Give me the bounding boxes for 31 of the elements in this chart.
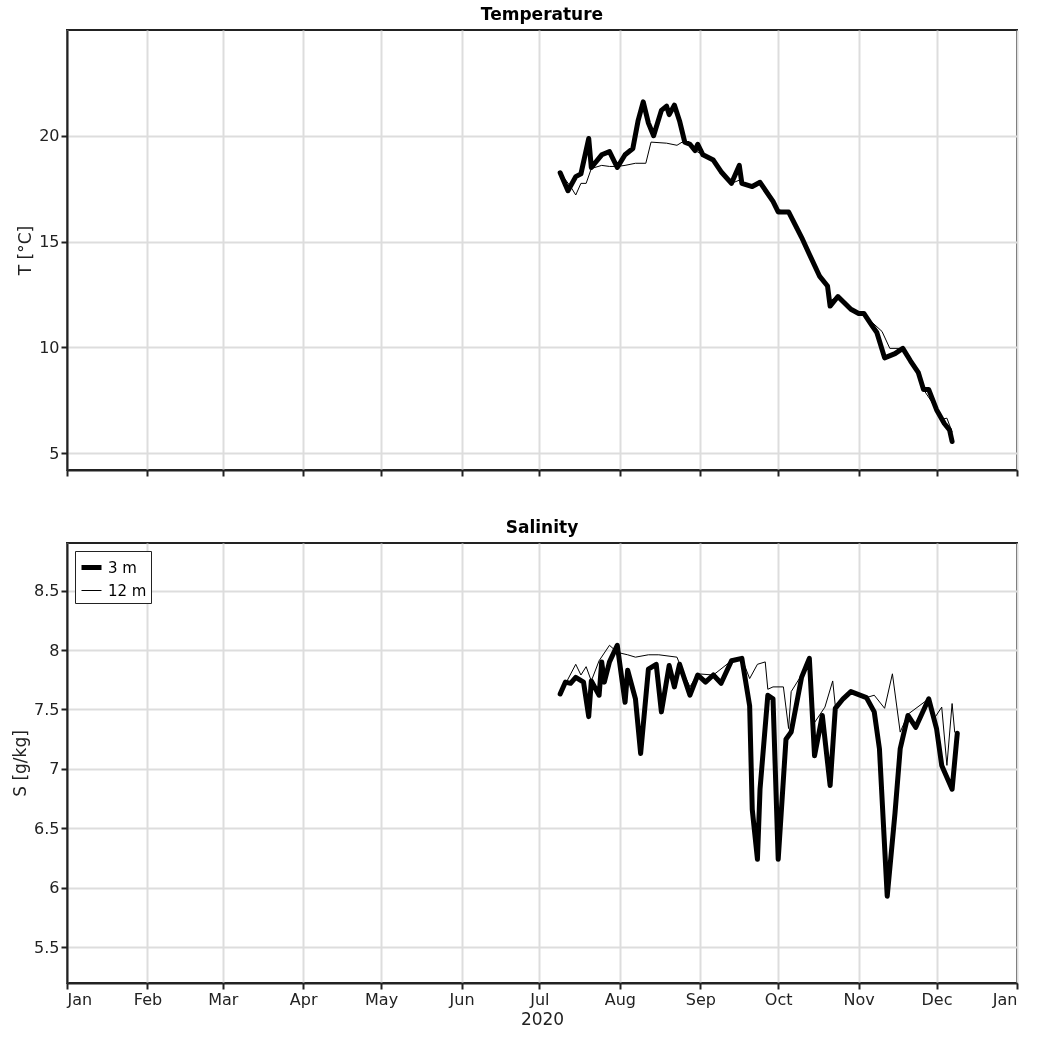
y-tick-label: 5.5 [34,937,60,957]
y-tick-label: 10 [39,337,60,357]
y-tick-label: 8 [49,640,60,660]
y-tick-label: 15 [39,232,60,252]
x-tick-label: Jul [529,989,550,1009]
x-tick-label: Oct [764,989,793,1009]
y-axis-title: T [°C] [15,225,36,277]
x-tick-label: Apr [289,989,318,1009]
legend-label: 12 m [108,581,147,600]
y-axis-title: S [g/kg] [10,730,31,797]
chart-title: Temperature [480,4,604,24]
y-tick-label: 8.5 [34,581,60,601]
y-tick-label: 7.5 [34,699,60,719]
x-tick-label: Dec [921,989,953,1009]
y-tick-label: 6.5 [34,818,60,838]
y-tick-label: 5 [49,443,60,463]
x-tick-label: Jan [66,989,93,1009]
x-tick-label: Mar [208,989,239,1009]
x-tick-label: Sep [685,989,716,1009]
x-tick-label: Aug [604,989,636,1009]
chart-title: Salinity [505,517,579,537]
x-tick-label: Jan [991,989,1018,1009]
legend-label: 3 m [108,558,137,577]
y-tick-label: 6 [49,878,60,898]
y-tick-label: 7 [49,759,60,779]
y-tick-label: 20 [39,126,60,146]
x-tick-label: Nov [843,989,875,1009]
x-axis-title: 2020 [520,1008,565,1029]
x-tick-label: May [365,989,399,1009]
x-tick-label: Jun [448,989,475,1009]
x-tick-label: Feb [133,989,163,1009]
